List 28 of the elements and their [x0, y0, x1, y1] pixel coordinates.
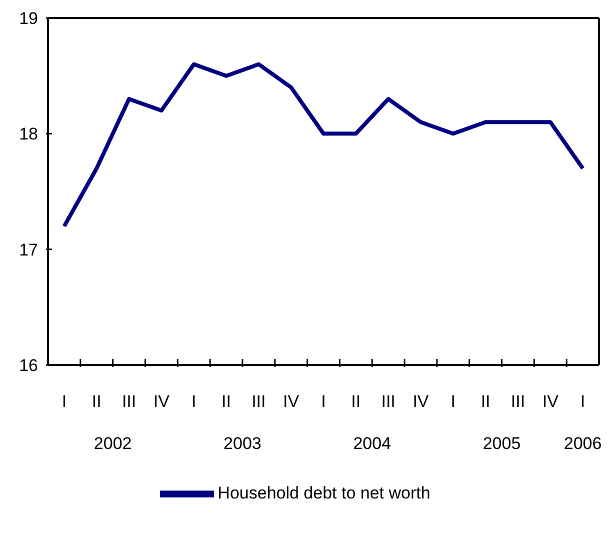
- x-tick-label: I: [580, 392, 586, 411]
- x-tick-label: III: [252, 392, 266, 411]
- text: 2006: [564, 434, 602, 453]
- x-tick-label: I: [321, 392, 326, 411]
- y-tick-label: 18: [19, 124, 38, 144]
- legend-label: Household debt to net worth: [218, 483, 430, 502]
- x-tick-label: IV: [412, 392, 430, 411]
- x-tick-label: I: [450, 392, 456, 411]
- x-tick-label: II: [92, 392, 102, 411]
- x-tick-label: III: [510, 392, 526, 411]
- line-series: [62, 62, 585, 228]
- text: 2003: [224, 434, 262, 453]
- x-tick-label: II: [480, 392, 490, 411]
- y-tick-label: 17: [19, 240, 38, 260]
- x-tick-label: II: [222, 392, 231, 411]
- text: 2005: [482, 434, 521, 453]
- x-tick-label: IV: [283, 392, 300, 411]
- x-tick-label: III: [122, 392, 136, 411]
- x-tick-label: I: [191, 392, 196, 411]
- text: 2002: [94, 434, 132, 453]
- text: 2004: [353, 434, 392, 453]
- x-tick-label: IV: [542, 392, 560, 411]
- y-tick-label: 16: [19, 356, 38, 375]
- y-tick-label: 19: [19, 9, 38, 28]
- x-tick-label: I: [62, 392, 67, 411]
- x-tick-label: II: [351, 392, 361, 411]
- x-tick-label: III: [381, 392, 396, 411]
- x-tick-label: IV: [153, 392, 170, 411]
